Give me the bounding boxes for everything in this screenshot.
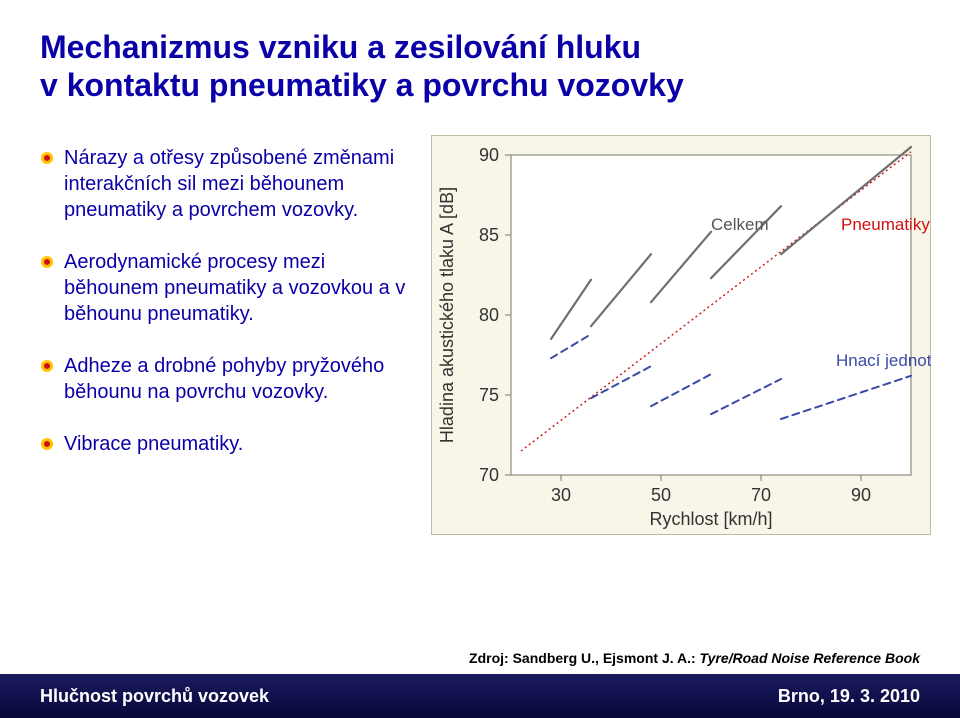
svg-text:Rychlost [km/h]: Rychlost [km/h] — [650, 509, 773, 529]
title-line1: Mechanizmus vzniku a zesilování hluku — [40, 29, 641, 65]
bullet-text: Nárazy a otřesy způsobené změnami intera… — [64, 145, 411, 223]
bullet-icon — [40, 255, 58, 327]
svg-text:50: 50 — [651, 485, 671, 505]
svg-text:90: 90 — [479, 145, 499, 165]
svg-text:90: 90 — [851, 485, 871, 505]
source-title: Tyre/Road Noise Reference Book — [700, 650, 920, 666]
source-prefix: Zdroj: Sandberg U., Ejsmont J. A.: — [469, 650, 700, 666]
content-row: Nárazy a otřesy způsobené změnami intera… — [40, 135, 920, 545]
footer-left: Hlučnost povrchů vozovek — [40, 686, 269, 707]
svg-text:70: 70 — [479, 465, 499, 485]
list-item: Aerodynamické procesy mezi běhounem pneu… — [40, 249, 411, 327]
bullet-list: Nárazy a otřesy způsobené změnami intera… — [40, 135, 411, 545]
bullet-icon — [40, 151, 58, 223]
svg-text:30: 30 — [551, 485, 571, 505]
chart-svg: 70 75 80 85 90 30 50 70 90 Hladina akustického tl… — [431, 135, 931, 535]
source-citation: Zdroj: Sandberg U., Ejsmont J. A.: Tyre/… — [469, 650, 920, 666]
footer-right: Brno, 19. 3. 2010 — [778, 686, 920, 707]
list-item: Vibrace pneumatiky. — [40, 431, 411, 457]
svg-text:70: 70 — [751, 485, 771, 505]
page-title: Mechanizmus vzniku a zesilování hluku v … — [40, 28, 920, 105]
svg-text:80: 80 — [479, 305, 499, 325]
list-item: Adheze a drobné pohyby pryžového běhounu… — [40, 353, 411, 405]
svg-text:Hnací jednotka: Hnací jednotka — [836, 351, 931, 370]
footer-bar: Hlučnost povrchů vozovek Brno, 19. 3. 20… — [0, 674, 960, 718]
svg-text:Celkem: Celkem — [711, 215, 769, 234]
slide: Mechanizmus vzniku a zesilování hluku v … — [0, 0, 960, 718]
chart: 70 75 80 85 90 30 50 70 90 Hladina akustického tl… — [431, 135, 920, 545]
title-line2: v kontaktu pneumatiky a povrchu vozovky — [40, 67, 684, 103]
svg-text:85: 85 — [479, 225, 499, 245]
list-item: Nárazy a otřesy způsobené změnami intera… — [40, 145, 411, 223]
bullet-icon — [40, 437, 58, 457]
bullet-text: Vibrace pneumatiky. — [64, 431, 243, 457]
svg-text:Hladina akustického tlaku A [d: Hladina akustického tlaku A [dB] — [437, 187, 457, 443]
bullet-icon — [40, 359, 58, 405]
bullet-text: Aerodynamické procesy mezi běhounem pneu… — [64, 249, 411, 327]
bullet-text: Adheze a drobné pohyby pryžového běhounu… — [64, 353, 411, 405]
svg-text:Pneumatiky: Pneumatiky — [841, 215, 930, 234]
svg-text:75: 75 — [479, 385, 499, 405]
